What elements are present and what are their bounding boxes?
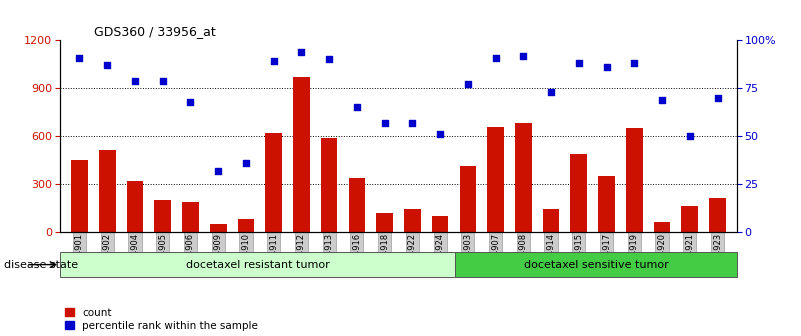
Point — [211, 168, 224, 173]
Bar — [293, 77, 310, 232]
Point — [268, 59, 280, 64]
Bar — [709, 198, 726, 232]
Point — [711, 95, 724, 100]
Bar — [155, 200, 171, 232]
Point — [489, 55, 502, 60]
Bar — [515, 123, 532, 232]
Point — [323, 57, 336, 62]
Bar — [598, 176, 615, 232]
Bar — [543, 210, 559, 232]
Bar — [487, 126, 504, 232]
Bar — [127, 181, 143, 232]
Bar — [99, 151, 115, 232]
Text: docetaxel sensitive tumor: docetaxel sensitive tumor — [524, 260, 668, 269]
Bar — [182, 202, 199, 232]
Text: GDS360 / 33956_at: GDS360 / 33956_at — [94, 25, 215, 38]
Point — [573, 60, 586, 66]
Bar — [570, 154, 587, 232]
Point — [461, 82, 474, 87]
Bar — [460, 166, 476, 232]
Point — [433, 131, 446, 137]
Point — [683, 133, 696, 139]
Point — [129, 78, 142, 83]
Bar — [682, 206, 698, 232]
Point — [628, 60, 641, 66]
Bar — [376, 213, 393, 232]
Point — [73, 55, 86, 60]
Point — [655, 97, 668, 102]
Bar — [626, 128, 642, 232]
Bar — [348, 177, 365, 232]
Legend: count, percentile rank within the sample: count, percentile rank within the sample — [66, 308, 258, 331]
Bar — [60, 252, 455, 277]
Text: docetaxel resistant tumor: docetaxel resistant tumor — [186, 260, 329, 269]
Bar — [654, 222, 670, 232]
Bar — [404, 210, 421, 232]
Point — [406, 120, 419, 125]
Point — [295, 49, 308, 54]
Point — [156, 78, 169, 83]
Point — [378, 120, 391, 125]
Point — [600, 65, 613, 70]
Point — [545, 89, 557, 95]
Bar — [455, 252, 737, 277]
Point — [239, 160, 252, 166]
Point — [517, 53, 529, 58]
Point — [101, 62, 114, 68]
Bar — [432, 216, 449, 232]
Bar — [238, 219, 254, 232]
Text: disease state: disease state — [4, 260, 78, 269]
Bar — [71, 160, 88, 232]
Point — [184, 99, 197, 104]
Bar — [265, 133, 282, 232]
Bar — [321, 138, 337, 232]
Bar — [210, 224, 227, 232]
Point — [351, 105, 364, 110]
